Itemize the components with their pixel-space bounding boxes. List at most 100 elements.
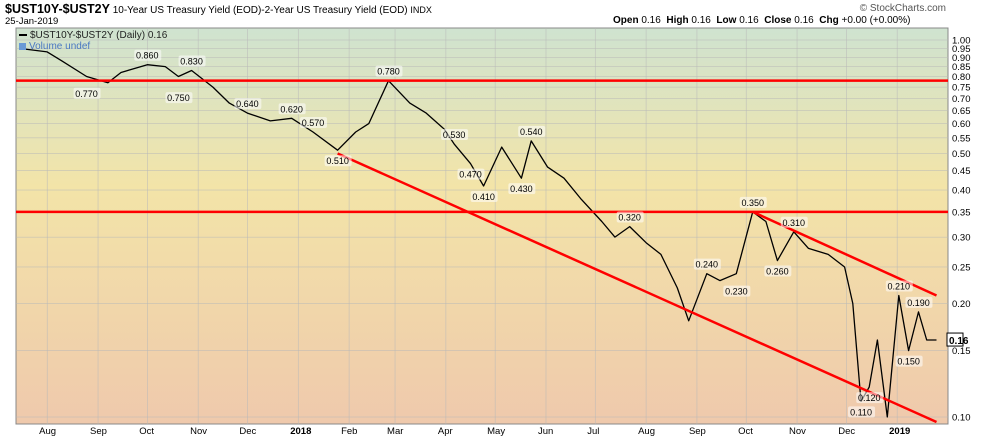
data-label-text: 0.470 <box>459 170 482 180</box>
y-tick-label: 0.90 <box>952 53 971 64</box>
data-label-bg <box>780 216 808 228</box>
data-label: 0.570 <box>299 117 327 129</box>
y-tick-label: 0.75 <box>952 83 971 94</box>
legend-series: $UST10Y-$UST2Y (Daily) 0.16 <box>19 30 167 41</box>
data-label-bg <box>508 183 536 195</box>
data-label-bg <box>134 49 162 61</box>
data-label: 0.750 <box>165 92 193 104</box>
data-label: 0.780 <box>375 65 403 77</box>
series-swatch <box>19 34 27 37</box>
data-label-text: 0.510 <box>326 156 349 166</box>
data-label-bg <box>457 168 485 180</box>
data-label: 0.150 <box>895 355 923 367</box>
data-label-text: 0.640 <box>236 99 259 109</box>
data-label-bg <box>178 55 206 67</box>
x-tick-label: Jul <box>587 426 599 437</box>
data-label-text: 0.210 <box>888 282 911 292</box>
data-label-text: 0.260 <box>766 267 789 277</box>
last-value-label: 0.16 <box>949 336 969 347</box>
x-tick-label: Jun <box>538 426 553 437</box>
x-tick-label: Feb <box>341 426 357 437</box>
data-label: 0.310 <box>780 216 808 228</box>
chart-date: 25-Jan-2019 <box>5 16 59 27</box>
data-label: 0.770 <box>73 87 101 99</box>
y-tick-label: 0.30 <box>952 233 971 244</box>
data-label-bg <box>693 258 721 270</box>
y-tick-label: 0.35 <box>952 207 971 218</box>
x-tick-label: Aug <box>39 426 56 437</box>
y-tick-label: 0.40 <box>952 186 971 197</box>
x-tick-label: Dec <box>239 426 256 437</box>
volume-swatch <box>19 42 26 50</box>
data-label-bg <box>165 92 193 104</box>
close-value: 0.16 <box>794 15 814 26</box>
data-label-text: 0.350 <box>741 198 764 208</box>
data-label-text: 0.240 <box>696 260 719 270</box>
data-label: 0.510 <box>324 155 352 167</box>
y-tick-label: 0.55 <box>952 133 971 144</box>
data-label-bg <box>299 117 327 129</box>
chg-label: Chg <box>819 15 839 26</box>
x-tick-label: Nov <box>190 426 207 437</box>
x-tick-label: May <box>487 426 505 437</box>
data-label: 0.110 <box>848 406 876 418</box>
data-label: 0.260 <box>764 265 792 277</box>
y-tick-label: 0.80 <box>952 72 971 83</box>
data-label-text: 0.150 <box>897 357 920 367</box>
data-label-bg <box>885 280 913 292</box>
data-label-bg <box>441 128 469 140</box>
data-label-bg <box>73 87 101 99</box>
y-tick-label: 0.65 <box>952 106 971 117</box>
ohlc-readout: Open 0.16 High 0.16 Low 0.16 Close 0.16 … <box>613 15 910 26</box>
data-label-text: 0.530 <box>443 130 466 140</box>
data-label: 0.240 <box>693 258 721 270</box>
data-label: 0.230 <box>723 285 751 297</box>
data-label-bg <box>905 296 933 308</box>
stockcharts-logo[interactable]: © StockCharts.com <box>860 3 946 14</box>
data-label-bg <box>324 155 352 167</box>
x-tick-label: 2018 <box>290 426 311 437</box>
legend-series-label: $UST10Y-$UST2Y (Daily) 0.16 <box>30 30 168 41</box>
x-tick-label: Nov <box>789 426 806 437</box>
symbol-description: 10-Year US Treasury Yield (EOD)-2-Year U… <box>112 5 408 16</box>
data-label: 0.860 <box>134 49 162 61</box>
x-tick-label: Dec <box>838 426 855 437</box>
logo-text: © StockCharts.com <box>859 3 946 14</box>
x-tick-label: Sep <box>90 426 107 437</box>
y-tick-label: 0.95 <box>952 44 971 55</box>
open-label: Open <box>613 15 639 26</box>
y-tick-label: 0.15 <box>952 346 971 357</box>
high-label: High <box>666 15 689 26</box>
last-value-box <box>946 332 964 347</box>
data-label: 0.350 <box>739 196 767 208</box>
data-label: 0.320 <box>616 211 644 223</box>
symbol-title: $UST10Y-$UST2Y <box>5 2 110 16</box>
chg-value: +0.00 (+0.00%) <box>841 15 911 26</box>
low-label: Low <box>716 15 737 26</box>
x-tick-label: Oct <box>738 426 753 437</box>
data-label: 0.210 <box>885 280 913 292</box>
data-label: 0.640 <box>234 98 262 110</box>
y-tick-label: 0.50 <box>952 149 971 160</box>
data-label-text: 0.310 <box>782 218 805 228</box>
chart-legend: $UST10Y-$UST2Y (Daily) 0.16 Volume undef <box>19 30 167 52</box>
data-label-text: 0.120 <box>858 393 881 403</box>
data-label-text: 0.230 <box>725 287 748 297</box>
y-tick-label: 0.85 <box>952 62 971 73</box>
trendline <box>337 152 938 424</box>
data-label: 0.430 <box>508 183 536 195</box>
data-label-bg <box>895 355 923 367</box>
data-label-text: 0.320 <box>618 213 641 223</box>
x-tick-label: Mar <box>387 426 403 437</box>
data-label-text: 0.750 <box>167 93 190 103</box>
data-label-bg <box>470 190 498 202</box>
x-tick-label: Oct <box>139 426 154 437</box>
y-tick-label: 0.10 <box>952 413 971 424</box>
y-tick-label: 1.00 <box>952 36 971 47</box>
data-label-bg <box>739 196 767 208</box>
x-tick-label: Sep <box>689 426 706 437</box>
x-tick-label: Aug <box>638 426 655 437</box>
data-label-text: 0.540 <box>520 127 543 137</box>
y-tick-label: 0.45 <box>952 166 971 177</box>
